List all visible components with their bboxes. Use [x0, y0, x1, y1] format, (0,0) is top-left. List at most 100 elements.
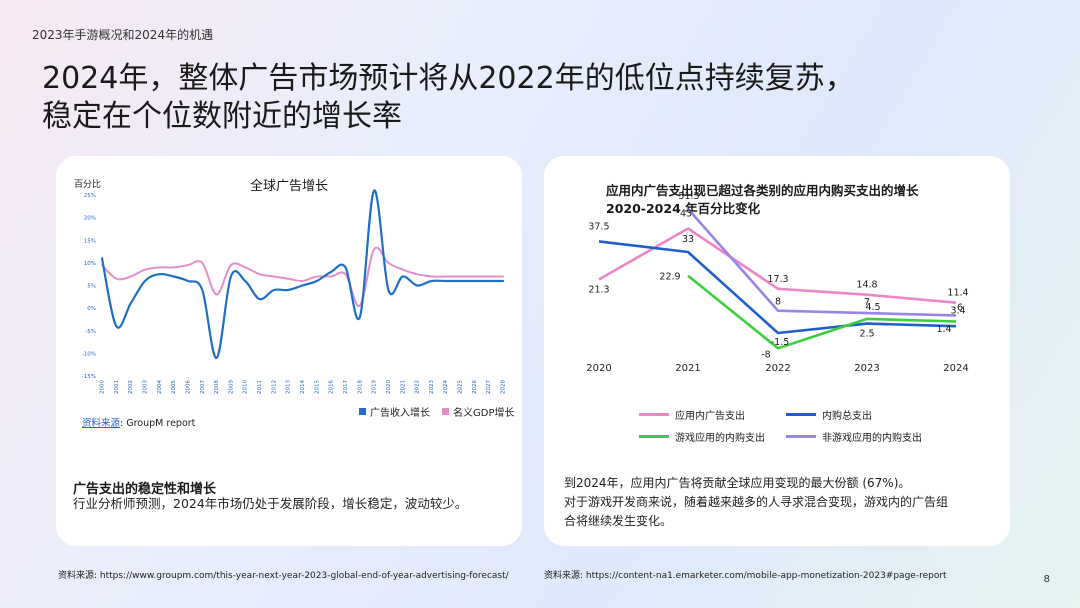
- legend-label-in-app-ads: 应用内广告支出: [675, 411, 745, 422]
- left-y-tick-label: 5%: [87, 284, 96, 290]
- left-legend: 广告收入增长 名义GDP增长: [359, 404, 514, 419]
- x-axis-label-2023: 2023: [854, 363, 879, 374]
- left-x-tick-label: 2028: [501, 380, 507, 394]
- legend-label-gdp: 名义GDP增长: [453, 408, 515, 419]
- data-label: 51.3: [678, 191, 699, 202]
- x-axis-label-2021: 2021: [675, 363, 700, 374]
- data-label: 8: [775, 297, 781, 308]
- data-label: 17.3: [767, 274, 788, 285]
- ad-revenue-growth-line: [100, 189, 505, 360]
- right-chart-title: 应用内广告支出现已超过各类别的应用内购买支出的增长: [606, 183, 919, 198]
- footer-source-right: 资料来源: https://content-na1.emarketer.com/…: [544, 571, 947, 581]
- data-label: -1.5: [771, 337, 790, 348]
- in-app-spend-chart: 21.3 43 17.3 14.8 11.4 37.5 33 -1.5 2.5 1.4 22.9 -8…: [586, 191, 968, 374]
- legend-label-ad-revenue: 广告收入增长: [370, 408, 430, 419]
- data-label: -8: [761, 349, 770, 360]
- data-label: 14.8: [856, 280, 877, 291]
- legend-item-game-iap: 游戏应用的内购支出: [639, 429, 765, 444]
- data-label: 43: [680, 208, 692, 219]
- data-label: 22.9: [659, 272, 680, 283]
- left-y-tick-label: 10%: [84, 261, 96, 267]
- global-ad-growth-chart: 全球广告增长 百分比 25% 20% 15% 10% 5% 0% -5% -10% -15% 2000…: [74, 178, 507, 394]
- left-y-tick-label: 15%: [84, 238, 96, 244]
- left-caption-body: 行业分析师预测，2024年市场仍处于发展阶段，增长稳定，波动较少。: [73, 496, 468, 511]
- left-x-tick-label: 2023: [429, 380, 435, 394]
- legend-item-iap-total: 内购总支出: [786, 407, 872, 422]
- left-x-tick-label: 2002: [128, 380, 134, 394]
- global-ad-growth-card: 全球广告增长 百分比 25% 20% 15% 10% 5% 0% -5% -10% -15% 2000…: [56, 156, 522, 546]
- left-x-tick-label: 2011: [257, 380, 263, 394]
- left-x-tick-label: 2000: [100, 380, 106, 394]
- left-x-tick-label: 2006: [185, 380, 191, 394]
- left-x-tick-label: 2019: [372, 380, 378, 394]
- left-chart-title: 全球广告增长: [250, 178, 328, 194]
- source-link[interactable]: 资料来源: [82, 418, 121, 429]
- legend-swatch-game-iap: [639, 435, 669, 438]
- page-title-line-1: 2024年，整体广告市场预计将从2022年的低位点持续复苏，: [42, 61, 855, 96]
- left-y-tick-label: -10%: [82, 351, 96, 357]
- left-x-tick-label: 2017: [343, 380, 349, 394]
- left-x-tick-label: 2007: [200, 380, 206, 394]
- left-x-tick-label: 2003: [142, 380, 148, 394]
- left-x-tick-label: 2022: [415, 380, 421, 394]
- legend-item-in-app-ads: 应用内广告支出: [639, 407, 745, 422]
- left-x-tick-label: 2005: [171, 380, 177, 394]
- x-axis-label-2020: 2020: [586, 363, 611, 374]
- left-y-tick-label: 20%: [84, 216, 96, 222]
- left-chart-source: 资料来源: GroupM report: [82, 415, 195, 429]
- left-x-tick-label: 2026: [472, 380, 478, 394]
- left-x-tick-label: 2016: [329, 380, 335, 394]
- left-y-tick-label: -15%: [82, 374, 96, 380]
- iap-total-line: [598, 240, 957, 335]
- page-title: 2024年，整体广告市场预计将从2022年的低位点持续复苏， 稳定在个位数附近的…: [42, 60, 855, 136]
- legend-swatch-iap-total: [786, 413, 816, 416]
- legend-swatch-gdp: [442, 408, 449, 415]
- data-label: 2.5: [859, 329, 874, 340]
- left-x-tick-label: 2015: [314, 380, 320, 394]
- left-x-tick-label: 2025: [458, 380, 464, 394]
- left-x-tick-label: 2012: [271, 380, 277, 394]
- left-y-axis-label: 百分比: [74, 178, 101, 190]
- left-x-tick-label: 2027: [486, 380, 492, 394]
- legend-swatch-ad-revenue: [359, 408, 366, 415]
- right-caption-line-2: 对于游戏开发商来说，随着越来越多的人寻求混合变现，游戏内的广告组: [564, 495, 949, 509]
- data-label: 7: [864, 297, 870, 308]
- page-number: 8: [1043, 574, 1050, 585]
- data-label: 11.4: [947, 288, 968, 299]
- in-app-ads-line: [598, 227, 957, 304]
- right-chart-subtitle: 2020-2024 年百分比变化: [606, 201, 761, 216]
- right-caption-line-3: 合将继续发生变化。: [564, 514, 673, 528]
- left-x-tick-label: 2008: [214, 380, 220, 394]
- left-x-tick-label: 2021: [400, 380, 406, 394]
- left-x-tick-label: 2013: [286, 380, 292, 394]
- data-label: 3.4: [950, 306, 965, 317]
- left-x-tick-label: 2010: [243, 380, 249, 394]
- left-x-tick-label: 2004: [157, 380, 163, 394]
- legend-swatch-in-app-ads: [639, 413, 669, 416]
- left-x-tick-label: 2018: [357, 380, 363, 394]
- left-caption-title: 广告支出的稳定性和增长: [73, 482, 217, 497]
- source-text: : GroupM report: [120, 418, 196, 429]
- data-label: 21.3: [588, 284, 609, 295]
- data-label: 6: [957, 302, 963, 313]
- footer-source-left: 资料来源: https://www.groupm.com/this-year-n…: [58, 571, 509, 581]
- breadcrumb: 2023年手游概况和2024年的机遇: [32, 28, 214, 42]
- left-y-tick-label: -5%: [85, 329, 96, 335]
- gdp-growth-line: [101, 246, 504, 307]
- data-label: 37.5: [588, 221, 609, 232]
- left-x-tick-label: 2024: [443, 380, 449, 394]
- data-label: 4.5: [865, 302, 880, 313]
- legend-label-game-iap: 游戏应用的内购支出: [675, 433, 765, 444]
- left-x-tick-label: 2009: [228, 380, 234, 394]
- x-axis-label-2024: 2024: [943, 363, 968, 374]
- right-caption-line-1: 到2024年，应用内广告将贡献全球应用变现的最大份额 (67%)。: [564, 476, 911, 490]
- legend-swatch-nongame-iap: [786, 435, 816, 438]
- game-iap-line: [687, 274, 957, 350]
- page-title-line-2: 稳定在个位数附近的增长率: [42, 99, 402, 134]
- nongame-iap-line: [687, 208, 957, 317]
- left-y-tick-label: 0%: [87, 306, 96, 312]
- data-label: 33: [682, 234, 694, 245]
- left-y-tick-label: 25%: [84, 193, 96, 199]
- left-x-tick-label: 2014: [300, 380, 306, 394]
- data-label: 1.4: [936, 324, 951, 335]
